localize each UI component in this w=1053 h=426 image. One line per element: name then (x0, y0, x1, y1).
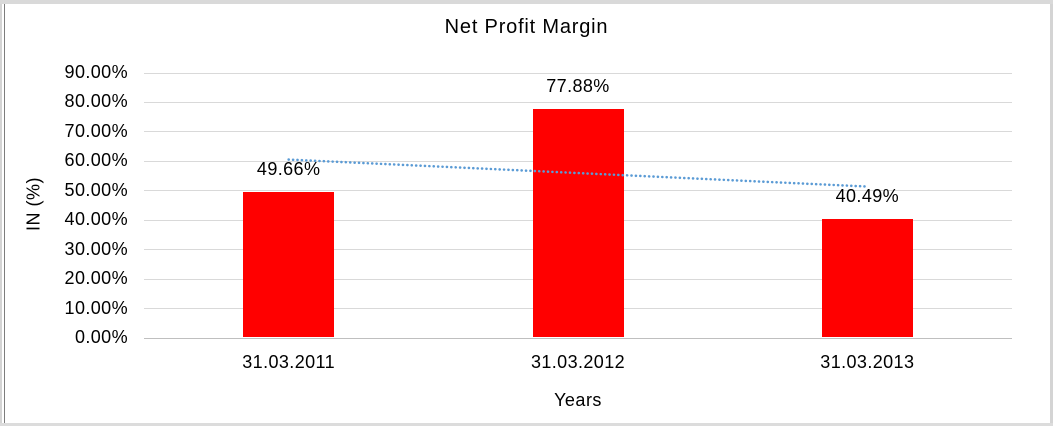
y-tick-label: 60.00% (64, 150, 128, 171)
x-tick-label: 31.03.2013 (820, 352, 915, 372)
bar (243, 191, 335, 337)
bar-value-label: 49.66% (256, 158, 321, 179)
y-tick-label: 90.00% (64, 62, 128, 82)
bar (532, 108, 624, 337)
y-tick-label: 40.00% (64, 209, 128, 230)
gridline (144, 72, 1012, 74)
y-tick-label: 80.00% (64, 91, 128, 112)
y-tick-label: 20.00% (64, 268, 128, 289)
gridline (144, 101, 1012, 103)
y-tick-label: 50.00% (64, 179, 128, 200)
bar-value-label: 40.49% (835, 185, 900, 206)
x-tick-label: 31.03.2011 (242, 352, 336, 372)
bar (821, 218, 913, 337)
x-tick-label: 31.03.2012 (530, 352, 626, 372)
y-tick-label: 0.00% (74, 327, 128, 347)
y-tick-label: 10.00% (64, 297, 128, 318)
chart-title: Net Profit Margin (444, 16, 609, 38)
x-axis-line (144, 337, 1012, 339)
y-tick-label: 70.00% (64, 120, 128, 141)
y-tick-label: 30.00% (64, 238, 128, 259)
left-border-line (4, 4, 5, 423)
x-axis-title: Years (554, 390, 602, 410)
bar-value-label: 77.88% (546, 75, 610, 96)
